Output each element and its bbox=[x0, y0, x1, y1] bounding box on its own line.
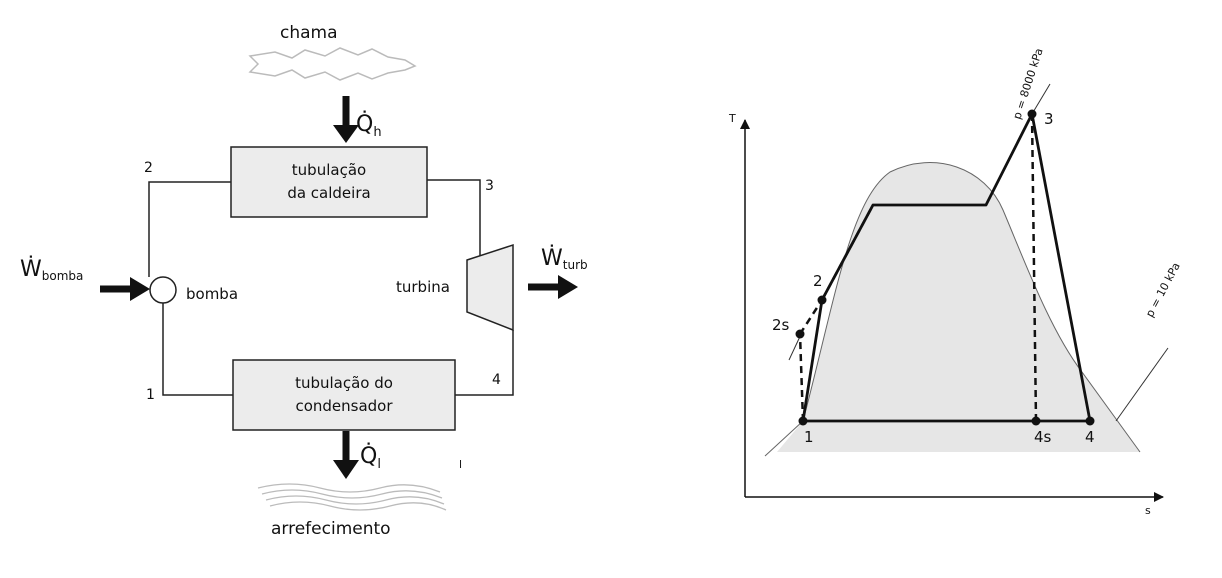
pipe-turbine-to-condenser bbox=[455, 330, 514, 396]
pump-work-label: Ẇbomba bbox=[20, 256, 83, 283]
liquid-line bbox=[764, 420, 804, 457]
isobar-high-label: p = 8000 kPa bbox=[1010, 47, 1045, 121]
turbine-icon bbox=[466, 243, 514, 332]
flame-label: chama bbox=[280, 23, 338, 43]
isobar-low-line bbox=[1115, 347, 1169, 422]
point-label-4s: 4s bbox=[1034, 428, 1052, 446]
point-label-1: 1 bbox=[804, 428, 814, 446]
point-3 bbox=[1027, 109, 1037, 119]
condenser-label-2: condensador bbox=[295, 397, 393, 415]
pump-label: bomba bbox=[186, 285, 238, 303]
heat-in-arrow bbox=[333, 96, 359, 143]
pipe-boiler-to-turbine bbox=[427, 179, 481, 256]
pipe-pump-to-boiler bbox=[148, 181, 231, 277]
stray-mark: l bbox=[459, 458, 462, 471]
boiler-box bbox=[230, 146, 428, 218]
point-label-2: 2 bbox=[813, 272, 823, 290]
heat-out-symbol: Q̇ bbox=[360, 443, 377, 469]
turbine-label: turbina bbox=[396, 278, 450, 296]
condenser-box bbox=[232, 359, 456, 431]
turbine-work-arrow bbox=[528, 275, 578, 299]
pump-work-symbol: Ẇ bbox=[20, 256, 42, 282]
isentropic-pump-line bbox=[798, 333, 805, 422]
cooling-waves-icon bbox=[257, 483, 447, 511]
state-label-3: 3 bbox=[485, 178, 494, 194]
point-4 bbox=[1085, 416, 1095, 426]
point-label-2s: 2s bbox=[772, 316, 790, 334]
state-label-2: 2 bbox=[144, 160, 153, 176]
ts-diagram: T s p = 8000 kPa p = 10 kPa 1 2s 2 3 4s … bbox=[728, 47, 1183, 517]
saturation-dome bbox=[802, 162, 1141, 453]
isentropic-turbine-line bbox=[1030, 113, 1038, 422]
cooling-label: arrefecimento bbox=[271, 519, 391, 539]
heat-out-label: Q̇l bbox=[360, 443, 381, 472]
saturation-dome-fill bbox=[777, 162, 1140, 452]
heat-in-subscript: h bbox=[373, 125, 381, 140]
pipe-condenser-to-pump bbox=[162, 303, 233, 396]
x-axis-label: s bbox=[1145, 504, 1151, 517]
point-label-4: 4 bbox=[1085, 428, 1095, 446]
heat-out-subscript: l bbox=[377, 457, 381, 472]
turbine-work-symbol: Ẇ bbox=[541, 245, 563, 271]
pump-work-arrow bbox=[100, 277, 150, 301]
heat-in-label: Q̇h bbox=[356, 111, 382, 140]
pump-work-subscript: bomba bbox=[42, 269, 84, 283]
isobar-high-line bbox=[1031, 83, 1051, 115]
heat-out-arrow bbox=[333, 431, 359, 479]
flame-icon bbox=[248, 47, 417, 81]
turbine-work-subscript: turb bbox=[563, 258, 588, 272]
point-label-3: 3 bbox=[1044, 110, 1054, 128]
boiler-label-2: da caldeira bbox=[287, 184, 370, 202]
condenser-label-1: tubulação do bbox=[295, 374, 393, 392]
state-label-4: 4 bbox=[492, 372, 501, 388]
point-2s bbox=[795, 329, 805, 339]
state-label-1: 1 bbox=[146, 387, 155, 403]
turbine-work-label: Ẇturb bbox=[541, 245, 588, 272]
point-4s bbox=[1031, 416, 1041, 426]
isobar-low-label: p = 10 kPa bbox=[1143, 260, 1183, 319]
heating-dashed-line bbox=[820, 204, 875, 301]
cycle-schematic: chama Q̇h tubulação da caldeira tubulaçã… bbox=[20, 23, 588, 539]
point-1 bbox=[798, 416, 808, 426]
y-axis-label: T bbox=[728, 112, 736, 125]
boiler-label-1: tubulação bbox=[292, 161, 366, 179]
heat-in-symbol: Q̇ bbox=[356, 111, 373, 137]
point-2 bbox=[817, 295, 827, 305]
pump-icon bbox=[149, 276, 177, 304]
isentropic-2s-2-line bbox=[798, 299, 824, 335]
